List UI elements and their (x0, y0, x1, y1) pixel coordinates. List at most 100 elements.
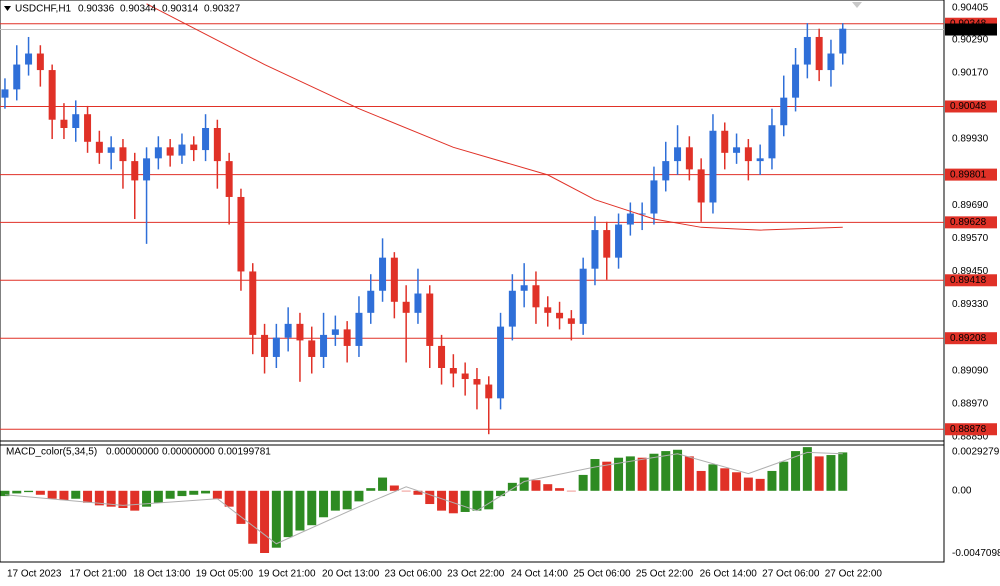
macd-bar (779, 461, 789, 491)
macd-bar (83, 490, 93, 503)
macd-bar (743, 477, 753, 491)
y-tick-label: 0.88850 (952, 432, 989, 443)
macd-tick-label: -0.0047098 (952, 548, 1000, 559)
macd-bar (696, 470, 706, 491)
macd-readout: 0.00199781 (218, 447, 271, 458)
macd-bar (496, 490, 506, 497)
candle-body (284, 323, 292, 338)
candle-body (733, 147, 741, 153)
current-price-label: 0.90327 (950, 24, 987, 35)
macd-bar (507, 482, 517, 491)
candle-body (143, 158, 151, 181)
current-price-box (945, 23, 997, 36)
candle-body (414, 293, 422, 313)
macd-bar (590, 459, 600, 491)
y-tick-label: 0.89570 (952, 233, 989, 244)
candle-body (567, 318, 575, 324)
candle-body (131, 161, 139, 181)
y-tick-label: 0.90405 (952, 3, 989, 14)
candle-body (449, 368, 457, 374)
x-tick-label: 23 Oct 06:00 (385, 569, 443, 580)
macd-bar (24, 490, 34, 493)
x-tick-label: 19 Oct 21:00 (258, 569, 316, 580)
y-tick-label: 0.89690 (952, 200, 989, 211)
candle-body (638, 213, 646, 215)
macd-bar (378, 477, 388, 491)
candle-body (520, 285, 528, 291)
y-tick-label: 0.88970 (952, 399, 989, 410)
macd-bar (47, 490, 57, 499)
level-label: 0.88878 (950, 424, 987, 435)
candle-body (485, 384, 493, 399)
y-tick-label: 0.89930 (952, 134, 989, 145)
macd-bar (732, 472, 742, 491)
x-tick-label: 19 Oct 05:00 (196, 569, 254, 580)
candle-body (36, 53, 44, 71)
macd-bar (437, 490, 447, 511)
macd-bar (248, 490, 258, 544)
macd-bar (118, 490, 128, 508)
candle-body (367, 290, 375, 313)
macd-bar (189, 490, 199, 495)
x-tick-label: 23 Oct 22:00 (447, 569, 505, 580)
candle-body (615, 224, 623, 258)
macd-bar (71, 490, 81, 499)
macd-bar (401, 490, 411, 492)
x-tick-label: 27 Oct 06:00 (762, 569, 820, 580)
y-tick-label: 0.90290 (952, 34, 989, 45)
macd-bar (425, 490, 435, 505)
candle-body (685, 147, 693, 170)
macd-bar (625, 456, 635, 491)
macd-bar (35, 490, 45, 495)
level-label-box (945, 332, 997, 345)
macd-bar (153, 490, 163, 503)
macd-bar (484, 490, 494, 510)
macd-bar (448, 490, 458, 514)
level-label: 0.89208 (950, 333, 987, 344)
candle-body (426, 293, 434, 346)
candle-body (497, 326, 505, 399)
macd-bar (330, 490, 340, 511)
candle-body (756, 158, 764, 162)
candle-body (25, 53, 33, 65)
x-tick-label: 24 Oct 14:00 (511, 569, 569, 580)
candle-body (674, 147, 682, 162)
candle-body (815, 36, 823, 71)
macd-bar (543, 484, 553, 491)
candle-body (473, 379, 481, 385)
candle-body (178, 144, 186, 156)
candle-body (780, 97, 788, 126)
macd-bar (319, 490, 329, 518)
macd-bar (602, 461, 612, 491)
macd-bar (94, 490, 104, 506)
candle-body (154, 147, 162, 159)
macd-tick-label: 0.0029279 (952, 447, 1000, 458)
macd-bar (342, 490, 352, 510)
macd-bar (838, 452, 848, 491)
macd-bar (649, 453, 659, 491)
candle-body (461, 373, 469, 380)
chart-title: USDCHF,H1 (15, 4, 72, 15)
macd-signal (4, 451, 843, 545)
candle-body (626, 213, 634, 225)
macd-bar (12, 490, 22, 494)
macd-bar (236, 490, 246, 524)
candle-body (544, 307, 552, 313)
macd-bar (106, 490, 116, 507)
plot-frame (0, 0, 945, 563)
candle-body (119, 147, 127, 162)
candle-body (225, 161, 233, 197)
macd-bar (519, 477, 529, 491)
candle-body (296, 323, 304, 341)
candle-body (166, 147, 174, 156)
macd-bar (684, 456, 694, 491)
level-label: 0.89801 (950, 169, 987, 180)
candle-body (827, 53, 835, 71)
candle-body (272, 337, 280, 357)
candle-body (249, 271, 257, 335)
ohlc-readout: 0.90314 (162, 4, 199, 15)
ohlc-readout: 0.90344 (120, 4, 157, 15)
macd-bar (165, 490, 175, 499)
candle-body (768, 125, 776, 159)
macd-bar (578, 474, 588, 491)
